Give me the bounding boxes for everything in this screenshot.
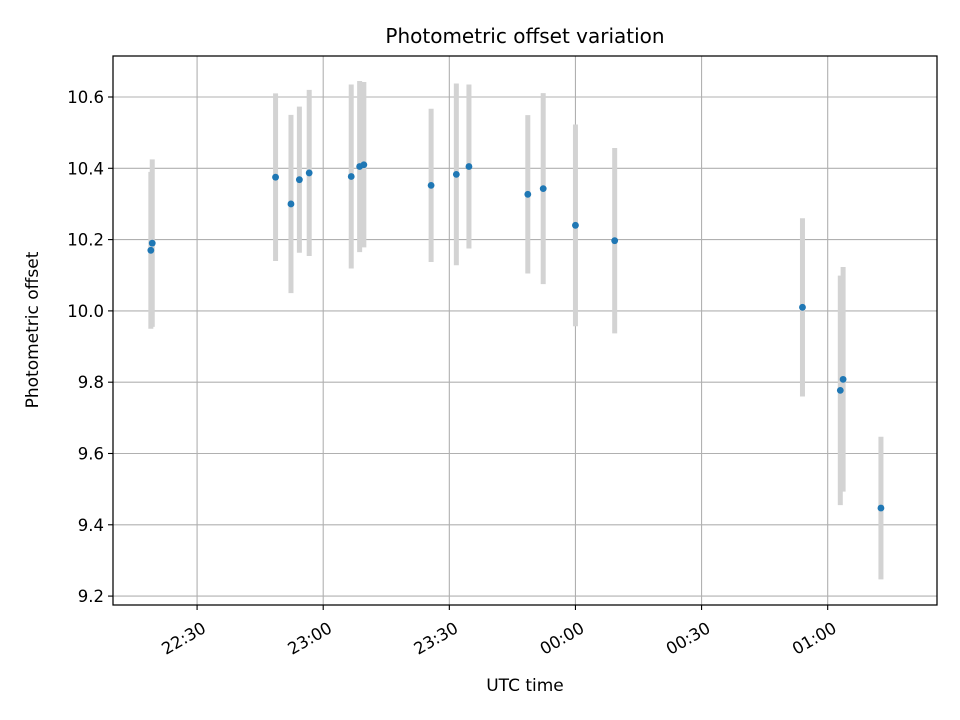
chart-title: Photometric offset variation bbox=[385, 24, 664, 48]
data-point bbox=[295, 176, 303, 184]
x-axis-label: UTC time bbox=[486, 676, 564, 696]
data-point bbox=[305, 169, 313, 177]
data-point bbox=[452, 170, 460, 178]
data-point bbox=[836, 386, 844, 394]
data-point bbox=[572, 221, 579, 229]
y-tick-label: 9.2 bbox=[78, 587, 104, 606]
y-axis-ticks: 9.2 9.4 9.6 9.8 10.0 10.2 10.4 10.6 bbox=[67, 88, 113, 606]
data-point bbox=[272, 173, 279, 181]
gridlines bbox=[113, 56, 937, 605]
data-point bbox=[799, 303, 806, 311]
y-tick-label: 10.4 bbox=[67, 159, 104, 178]
y-axis-label: Photometric offset bbox=[23, 251, 43, 408]
data-points bbox=[147, 161, 885, 512]
y-tick-label: 10.0 bbox=[67, 302, 104, 321]
plot-frame bbox=[112, 55, 938, 606]
data-point bbox=[427, 182, 435, 189]
data-point bbox=[524, 190, 532, 198]
y-tick-label: 9.4 bbox=[78, 516, 104, 535]
y-tick-label: 9.8 bbox=[78, 373, 104, 392]
data-point bbox=[877, 504, 885, 512]
data-point bbox=[539, 185, 547, 193]
data-point bbox=[148, 239, 156, 247]
plot-area bbox=[113, 56, 937, 605]
data-point bbox=[839, 375, 847, 383]
data-point bbox=[611, 237, 619, 245]
data-point bbox=[147, 246, 155, 254]
data-point bbox=[465, 163, 473, 170]
data-point bbox=[360, 161, 368, 169]
data-point bbox=[287, 200, 295, 208]
y-tick-label: 9.6 bbox=[78, 444, 104, 463]
y-tick-label: 10.2 bbox=[67, 231, 104, 250]
data-point bbox=[347, 173, 355, 180]
y-tick-label: 10.6 bbox=[67, 88, 104, 107]
